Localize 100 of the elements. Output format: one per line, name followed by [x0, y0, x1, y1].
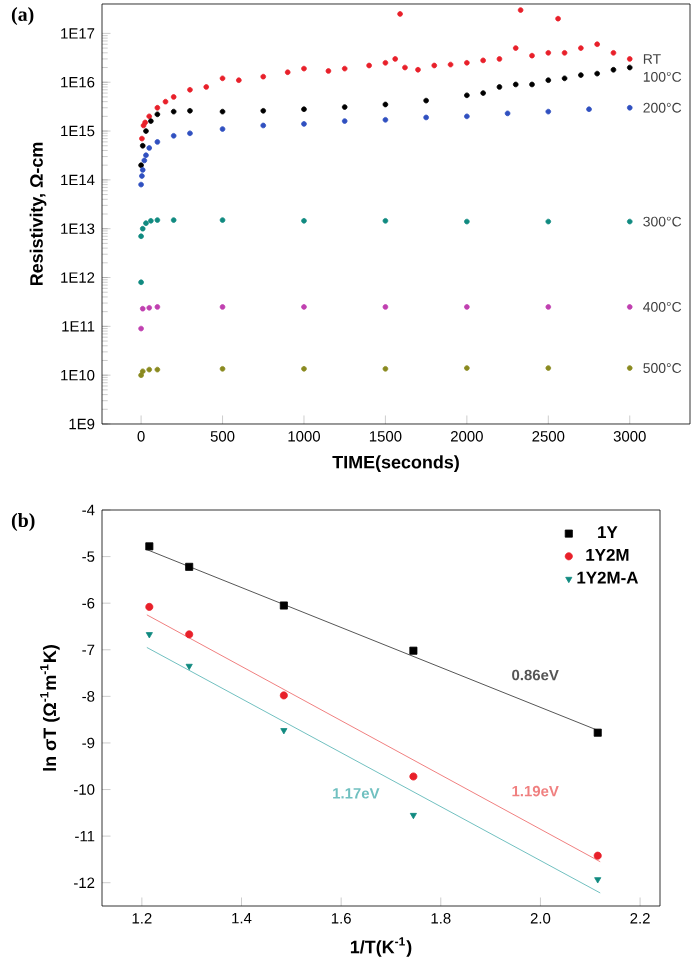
point [146, 145, 153, 151]
point [301, 366, 307, 372]
point [545, 304, 552, 310]
chart-title: (a) [11, 7, 34, 26]
legend-label: 1Y [598, 526, 618, 538]
x-axis-title: 1/T(K$^{-1}$) [350, 937, 412, 957]
point [143, 152, 149, 158]
point [447, 61, 454, 68]
point [545, 50, 552, 56]
point [545, 365, 552, 371]
point [593, 728, 602, 737]
point [626, 218, 633, 225]
point [423, 97, 429, 104]
point [139, 135, 145, 142]
y-axis-title: Resistivity, Ω-cm [29, 142, 47, 286]
point [382, 60, 389, 66]
point [146, 304, 153, 311]
point [170, 94, 177, 100]
point [464, 304, 470, 310]
point [464, 113, 470, 120]
point [594, 41, 600, 48]
point [626, 365, 633, 371]
point [545, 77, 552, 83]
point [138, 181, 144, 188]
point [154, 139, 161, 145]
point [154, 111, 161, 118]
point [187, 130, 193, 137]
point [610, 66, 617, 73]
point [185, 663, 193, 671]
point [148, 218, 154, 224]
point [139, 142, 146, 149]
point [280, 728, 288, 735]
point [586, 106, 592, 112]
y-axis-title: ln σT (Ω$^{-1}$m$^{-1}$K) [40, 645, 60, 771]
point [397, 11, 403, 17]
point [341, 104, 348, 110]
point [610, 50, 617, 56]
point [138, 162, 144, 168]
point [185, 630, 194, 639]
point [138, 233, 144, 240]
point [464, 60, 470, 66]
point [185, 562, 194, 571]
point [138, 279, 144, 286]
point [219, 366, 226, 372]
point [154, 304, 161, 310]
point [529, 52, 535, 59]
point [626, 304, 633, 310]
point [139, 225, 146, 232]
point [626, 64, 633, 71]
point [170, 108, 177, 115]
point [593, 851, 602, 860]
point [154, 104, 161, 111]
point [279, 601, 288, 610]
point [382, 366, 389, 372]
point [578, 45, 584, 51]
point [545, 108, 552, 115]
point [431, 62, 438, 69]
point [219, 75, 226, 82]
point [464, 92, 470, 99]
point [260, 107, 267, 114]
point [145, 632, 153, 639]
point [545, 218, 552, 225]
point [382, 101, 389, 108]
point [517, 7, 524, 13]
point [284, 69, 291, 76]
point [236, 77, 242, 83]
point [341, 65, 348, 72]
point [382, 304, 389, 310]
point [260, 122, 267, 129]
point [423, 114, 429, 121]
point [141, 157, 148, 164]
point [145, 542, 154, 551]
point [480, 57, 486, 64]
point [143, 220, 149, 226]
point [626, 56, 633, 62]
point [187, 107, 193, 114]
point [187, 86, 193, 93]
point [561, 75, 568, 82]
point [138, 372, 144, 378]
point [480, 90, 486, 96]
legend-label: 1Y2M-A [577, 571, 639, 584]
point [148, 118, 154, 124]
point [146, 113, 153, 120]
point [626, 104, 633, 111]
point [219, 217, 226, 223]
point [578, 72, 584, 78]
point [301, 304, 307, 310]
point [409, 772, 418, 781]
point [219, 304, 226, 310]
point [170, 217, 177, 223]
point [529, 81, 535, 88]
point [154, 217, 161, 223]
x-axis-title: TIME(seconds) [332, 455, 459, 473]
point [496, 84, 503, 90]
chart-title: (b) [11, 513, 35, 532]
point [279, 691, 288, 700]
point [139, 368, 146, 375]
point [139, 305, 146, 312]
point [594, 877, 602, 884]
point [219, 108, 226, 115]
